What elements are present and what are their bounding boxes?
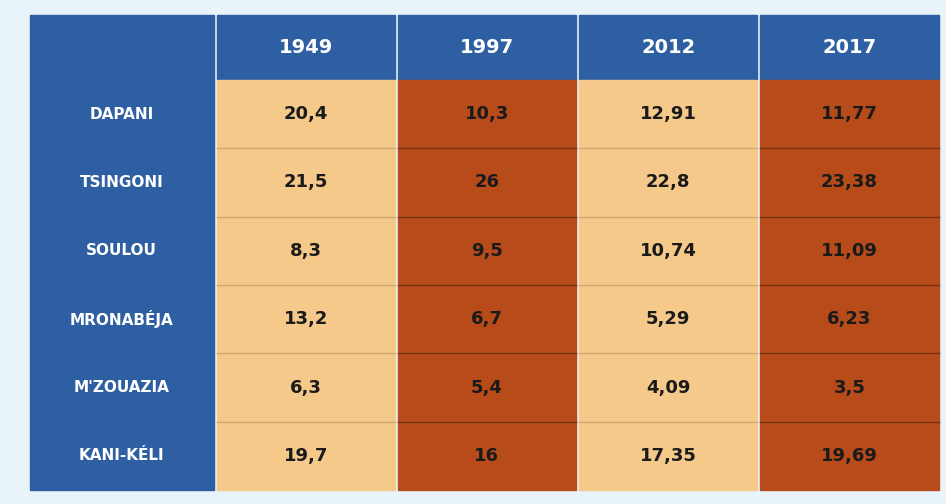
Text: 2012: 2012 xyxy=(641,38,695,57)
Text: 10,3: 10,3 xyxy=(464,105,509,123)
Text: 3,5: 3,5 xyxy=(833,379,866,397)
Text: 1997: 1997 xyxy=(460,38,514,57)
Bar xyxy=(579,353,757,422)
Text: 11,77: 11,77 xyxy=(821,105,878,123)
Bar xyxy=(761,148,938,217)
Bar xyxy=(397,15,576,80)
Bar xyxy=(761,15,938,80)
Text: 1949: 1949 xyxy=(278,38,333,57)
Bar xyxy=(579,80,757,148)
Bar xyxy=(761,285,938,353)
Text: 13,2: 13,2 xyxy=(284,310,328,328)
Bar xyxy=(397,148,576,217)
Bar xyxy=(217,148,394,217)
Bar xyxy=(217,15,394,80)
Text: 16: 16 xyxy=(474,447,499,465)
Text: 19,69: 19,69 xyxy=(821,447,878,465)
Bar xyxy=(761,80,938,148)
Text: KANI-KÉLI: KANI-KÉLI xyxy=(79,449,165,463)
Bar xyxy=(397,217,576,285)
Bar xyxy=(30,80,214,490)
Text: DAPANI: DAPANI xyxy=(90,107,154,121)
Bar xyxy=(761,217,938,285)
Text: 2017: 2017 xyxy=(822,38,876,57)
Text: 19,7: 19,7 xyxy=(284,447,328,465)
Text: 26: 26 xyxy=(474,173,499,192)
Text: 10,74: 10,74 xyxy=(639,242,696,260)
Bar xyxy=(397,422,576,490)
Text: TSINGONI: TSINGONI xyxy=(79,175,164,190)
Text: MRONABÉJA: MRONABÉJA xyxy=(70,310,174,328)
Text: 4,09: 4,09 xyxy=(646,379,691,397)
Text: 9,5: 9,5 xyxy=(471,242,503,260)
Text: M'ZOUAZIA: M'ZOUAZIA xyxy=(74,380,169,395)
Bar xyxy=(579,422,757,490)
Text: 23,38: 23,38 xyxy=(821,173,878,192)
Bar xyxy=(217,285,394,353)
Bar xyxy=(397,80,576,148)
Bar xyxy=(397,285,576,353)
Bar xyxy=(579,217,757,285)
Bar xyxy=(217,353,394,422)
Bar xyxy=(761,422,938,490)
Text: 5,4: 5,4 xyxy=(471,379,503,397)
Bar xyxy=(579,285,757,353)
Text: 8,3: 8,3 xyxy=(289,242,322,260)
Bar xyxy=(397,353,576,422)
Text: 17,35: 17,35 xyxy=(639,447,696,465)
Text: SOULOU: SOULOU xyxy=(86,243,157,259)
Bar xyxy=(217,217,394,285)
Text: 21,5: 21,5 xyxy=(284,173,328,192)
Bar xyxy=(579,15,757,80)
Bar xyxy=(761,353,938,422)
Text: 12,91: 12,91 xyxy=(639,105,696,123)
Text: 6,23: 6,23 xyxy=(827,310,871,328)
Text: 5,29: 5,29 xyxy=(646,310,691,328)
Text: 11,09: 11,09 xyxy=(821,242,878,260)
Text: 22,8: 22,8 xyxy=(646,173,691,192)
Bar xyxy=(30,15,214,80)
Bar xyxy=(217,80,394,148)
Text: 20,4: 20,4 xyxy=(284,105,328,123)
Text: 6,3: 6,3 xyxy=(289,379,322,397)
Bar xyxy=(217,422,394,490)
Bar xyxy=(579,148,757,217)
Text: 6,7: 6,7 xyxy=(471,310,503,328)
